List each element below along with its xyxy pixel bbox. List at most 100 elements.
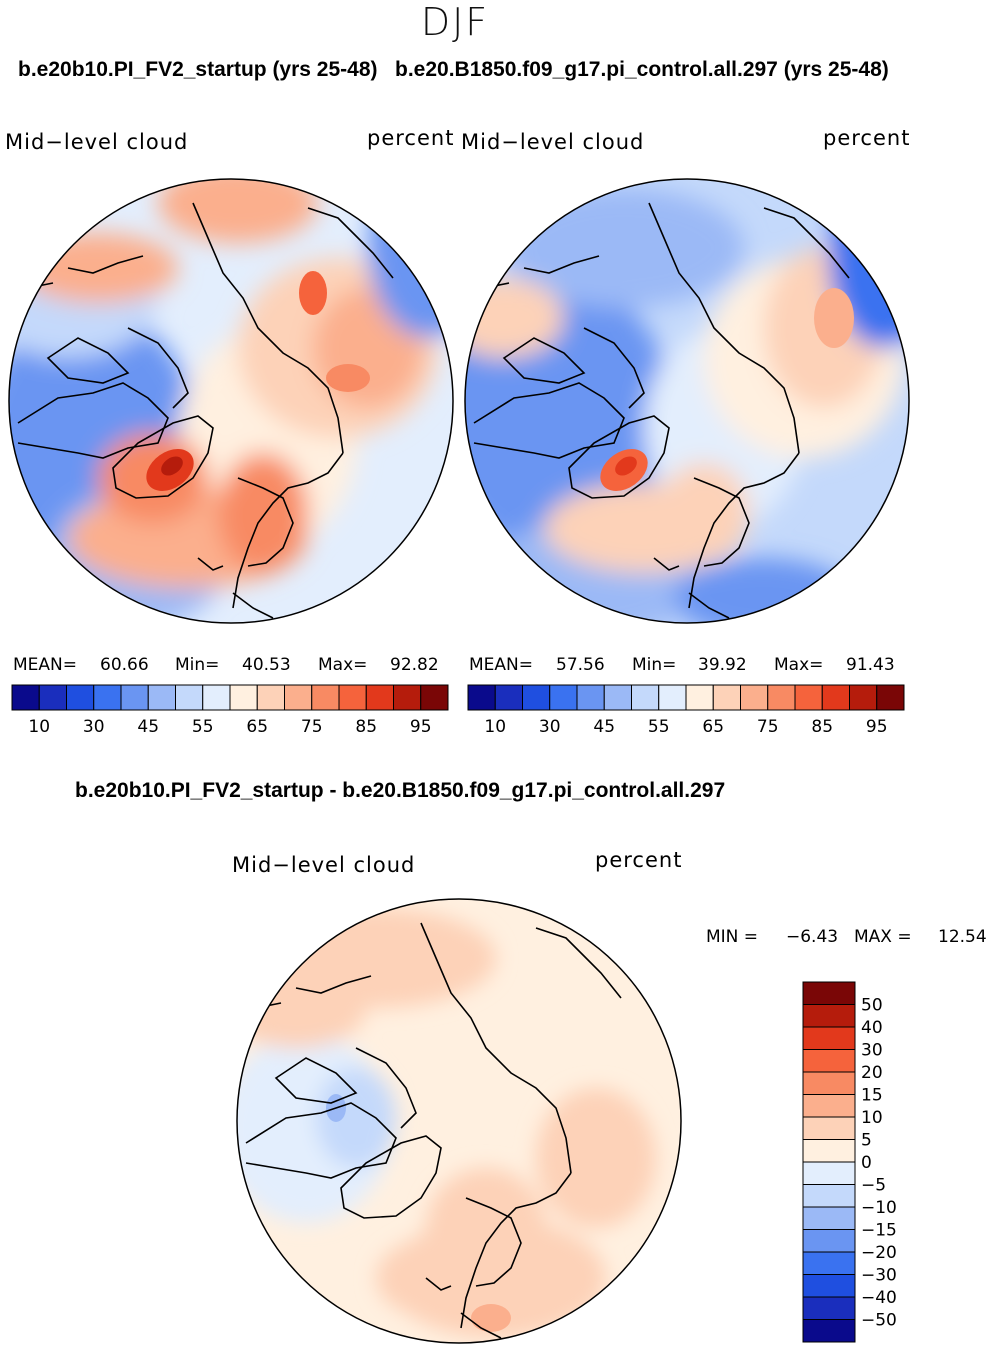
panel-3-colorbar-tick-label: −50: [861, 1311, 897, 1331]
panel-3-colorbar-swatch: [802, 1296, 856, 1320]
panel-1-colorbar-swatch: [66, 684, 95, 711]
panel-2-colorbar-tick-label: 95: [866, 717, 888, 737]
panel-2-case-title: b.e20.B1850.f09_g17.pi_control.all.297 (…: [395, 58, 889, 81]
panel-1-colorbar-tick-label: 45: [137, 717, 159, 737]
panel-2-colorbar-tick-label: 30: [539, 717, 561, 737]
panel-3-colorbar-tick-label: −20: [861, 1243, 897, 1263]
panel-2-variable-label: Mid−level cloud: [461, 130, 645, 154]
panel-3-colorbar-swatch: [802, 1251, 856, 1275]
panel-3-colorbar-swatch: [802, 1026, 856, 1050]
panel-1-colorbar-swatch: [256, 684, 285, 711]
panel-3-colorbar-swatch: [802, 1274, 856, 1298]
panel-3-colorbar-tick-label: −10: [861, 1198, 897, 1218]
panel-3-colorbar-tick-label: 5: [861, 1131, 872, 1151]
panel-3-max-label: MAX =: [854, 927, 912, 947]
panel-2-colorbar-swatch: [467, 684, 496, 711]
panel-3-colorbar-swatch: [802, 1319, 856, 1343]
panel-1-colorbar-swatch: [393, 684, 422, 711]
panel-1-min-value: 40.53: [242, 655, 291, 675]
panel-3-polar-map: [236, 898, 682, 1344]
panel-3-case-title: b.e20b10.PI_FV2_startup - b.e20.B1850.f0…: [75, 779, 726, 802]
panel-3-min-label: MIN =: [706, 927, 759, 947]
panel-3-colorbar-tick-label: −40: [861, 1288, 897, 1308]
panel-3-colorbar-tick-label: 15: [861, 1086, 883, 1106]
panel-2-colorbar-swatch: [876, 684, 905, 711]
panel-2-min-value: 39.92: [698, 655, 747, 675]
panel-1-case-title: b.e20b10.PI_FV2_startup (yrs 25-48): [18, 58, 378, 81]
panel-2-mean-value: 57.56: [556, 655, 605, 675]
panel-3-colorbar-tick-label: 0: [861, 1153, 872, 1173]
panel-2-colorbar: 10 30 45 55 65 75 85 95: [467, 684, 905, 737]
panel-3-min-value: −6.43: [786, 927, 839, 947]
panel-2-colorbar-swatch: [549, 684, 578, 711]
panel-2-units-label: percent: [823, 126, 911, 150]
panel-3-units-label: percent: [595, 848, 683, 872]
panel-1-colorbar-swatch: [365, 684, 394, 711]
panel-2-colorbar-swatch: [740, 684, 769, 711]
panel-2-colorbar-swatch: [849, 684, 878, 711]
panel-3-colorbar-tick-label: 10: [861, 1108, 883, 1128]
panel-1-colorbar: 10 30 45 55 65 75 85 95: [11, 684, 449, 737]
panel-1-max-value: 92.82: [390, 655, 439, 675]
panel-2-mean-label: MEAN=: [469, 655, 533, 675]
panel-3-colorbar-tick-label: 20: [861, 1063, 883, 1083]
panel-3-colorbar-swatch: [802, 1116, 856, 1140]
panel-3-colorbar-swatch: [802, 1161, 856, 1185]
panel-3-variable-label: Mid−level cloud: [232, 853, 416, 877]
panel-2-colorbar-tick-label: 75: [757, 717, 779, 737]
panel-2-colorbar-tick-label: 10: [484, 717, 506, 737]
panel-1-colorbar-swatch: [93, 684, 122, 711]
panel-2-colorbar-tick-label: 45: [593, 717, 615, 737]
panel-2-colorbar-swatch: [631, 684, 660, 711]
panel-1-colorbar-swatch: [147, 684, 176, 711]
panel-3-colorbar-tick-label: 40: [861, 1018, 883, 1038]
panel-3-colorbar-swatch: [802, 1139, 856, 1163]
panel-2-polar-map: [464, 178, 910, 624]
panel-1-colorbar-swatch: [202, 684, 231, 711]
panel-1-colorbar-swatch: [11, 684, 40, 711]
panel-1-colorbar-swatch: [120, 684, 149, 711]
panel-2-colorbar-swatch: [576, 684, 605, 711]
panel-1-max-label: Max=: [318, 655, 368, 675]
panel-1-colorbar-tick-label: 30: [83, 717, 105, 737]
panel-1-units-label: percent: [367, 126, 455, 150]
panel-3-colorbar-swatch: [802, 1004, 856, 1028]
panel-2-colorbar-tick-label: 85: [811, 717, 833, 737]
panel-3-colorbar-swatch: [802, 1206, 856, 1230]
panel-2-colorbar-tick-label: 55: [648, 717, 670, 737]
panel-1-mean-label: MEAN=: [13, 655, 77, 675]
panel-2-colorbar-swatch: [794, 684, 823, 711]
panel-2-max-value: 91.43: [846, 655, 895, 675]
panel-2-colorbar-swatch: [712, 684, 741, 711]
panel-1-variable-label: Mid−level cloud: [5, 130, 189, 154]
panel-1-colorbar-swatch: [284, 684, 313, 711]
panel-2-colorbar-swatch: [767, 684, 796, 711]
panel-2-colorbar-swatch: [685, 684, 714, 711]
panel-3-colorbar-tick-label: −30: [861, 1266, 897, 1286]
panel-3-colorbar-swatch: [802, 1229, 856, 1253]
panel-3-colorbar-tick-label: 50: [861, 996, 883, 1016]
panel-2-colorbar-swatch: [821, 684, 850, 711]
panel-1-colorbar-tick-label: 55: [192, 717, 214, 737]
panel-1-colorbar-swatch: [311, 684, 340, 711]
panel-2-min-label: Min=: [632, 655, 677, 675]
panel-1-colorbar-tick-label: 85: [355, 717, 377, 737]
panel-1-colorbar-swatch: [38, 684, 67, 711]
panel-3-colorbar-tick-label: 30: [861, 1041, 883, 1061]
panel-3-colorbar-swatch: [802, 1094, 856, 1118]
panel-2-colorbar-swatch: [522, 684, 551, 711]
panel-2-colorbar-tick-label: 65: [702, 717, 724, 737]
panel-1-colorbar-swatch: [338, 684, 367, 711]
panel-2-max-label: Max=: [774, 655, 824, 675]
panel-3-colorbar-tick-label: −15: [861, 1221, 897, 1241]
panel-1-colorbar-tick-label: 65: [246, 717, 268, 737]
panel-1-polar-map: [8, 178, 454, 624]
panel-3-colorbar-swatch: [802, 981, 856, 1005]
panel-2-colorbar-swatch: [658, 684, 687, 711]
season-title: DJF: [420, 0, 490, 44]
panel-1-mean-value: 60.66: [100, 655, 149, 675]
panel-3-colorbar-swatch: [802, 1184, 856, 1208]
panel-1-min-label: Min=: [175, 655, 220, 675]
panel-1-colorbar-swatch: [175, 684, 204, 711]
panel-1-colorbar-tick-label: 75: [301, 717, 323, 737]
